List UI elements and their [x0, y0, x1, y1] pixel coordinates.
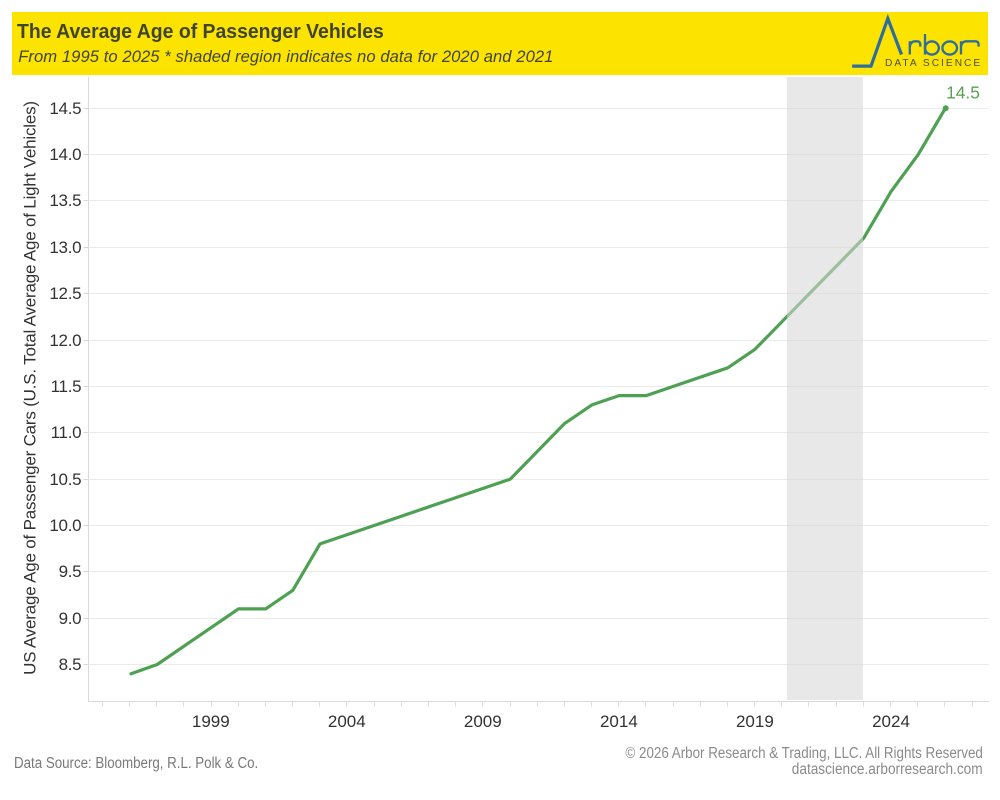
- svg-text:DATA SCIENCE: DATA SCIENCE: [885, 58, 982, 69]
- svg-text:14.5: 14.5: [946, 82, 980, 102]
